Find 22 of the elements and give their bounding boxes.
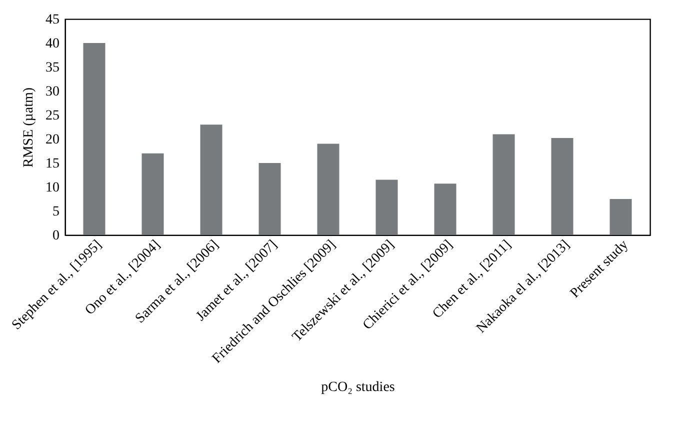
bar [83, 43, 106, 235]
y-tick-label: 15 [46, 156, 60, 172]
y-tick-label: 45 [46, 12, 60, 28]
bar [142, 153, 164, 235]
bar [492, 134, 515, 235]
y-tick-label: 35 [46, 60, 60, 76]
bar [200, 124, 222, 235]
bar [434, 184, 456, 235]
y-axis-title: RMSE (µatm) [22, 87, 36, 168]
bar [317, 144, 340, 235]
bar [551, 138, 574, 235]
y-tick-label: 5 [52, 204, 60, 220]
y-tick-label: 30 [46, 84, 60, 100]
y-tick-label: 25 [46, 108, 60, 124]
y-tick-label: 40 [46, 36, 60, 52]
bar [610, 199, 632, 235]
y-tick-label: 0 [52, 228, 60, 244]
bar [258, 163, 281, 235]
x-axis-title: pCO₂ studies [321, 380, 395, 395]
y-tick-label: 10 [46, 180, 60, 196]
bar [376, 180, 398, 235]
y-tick-label: 20 [46, 132, 60, 148]
